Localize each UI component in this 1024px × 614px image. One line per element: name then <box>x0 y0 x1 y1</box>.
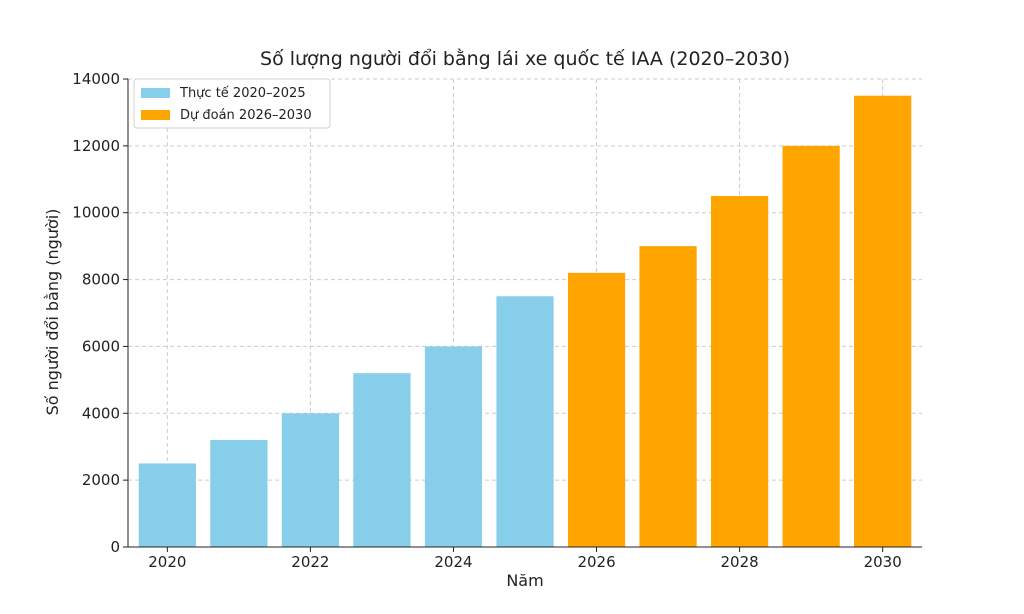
y-tick-label-6000: 6000 <box>82 337 120 355</box>
axes <box>123 78 922 552</box>
legend-swatch-actual <box>141 88 170 98</box>
bar-2029 <box>782 145 840 547</box>
bar-2021 <box>210 440 268 547</box>
y-tick-label-10000: 10000 <box>72 204 120 222</box>
x-tick-label-2024: 2024 <box>434 553 472 571</box>
x-axis-title: Năm <box>506 571 543 590</box>
y-tick-label-2000: 2000 <box>82 471 120 489</box>
bar-2030 <box>854 95 912 547</box>
bar-2023 <box>353 373 411 547</box>
legend: Thực tế 2020–2025 Dự đoán 2026–2030 <box>133 78 331 129</box>
y-tick-label-8000: 8000 <box>82 271 120 289</box>
x-tick-label-2026: 2026 <box>577 553 615 571</box>
y-tick-label-4000: 4000 <box>82 404 120 422</box>
bar-2024 <box>424 346 483 547</box>
x-tick-label-2022: 2022 <box>291 553 329 571</box>
x-tick-label-2028: 2028 <box>721 553 759 571</box>
legend-label-actual: Thực tế 2020–2025 <box>179 86 306 101</box>
tick-labels: 0 2000 4000 6000 8000 10000 12000 14000 2020 2022… <box>72 70 901 571</box>
legend-label-forecast: Dự đoán 2026–2030 <box>180 108 312 123</box>
bar-2025 <box>496 296 554 547</box>
chart-title: Số lượng người đổi bằng lái xe quốc tế I… <box>260 47 790 70</box>
x-tick-label-2020: 2020 <box>148 553 186 571</box>
legend-frame <box>133 78 331 129</box>
y-tick-label-14000: 14000 <box>72 70 120 88</box>
y-axis-title: Số người đổi bằng (người) <box>43 209 62 416</box>
bar-2028 <box>710 196 769 547</box>
bar-2027 <box>639 246 697 547</box>
bar-2020 <box>138 463 196 547</box>
y-tick-label-0: 0 <box>110 538 120 556</box>
x-tick-label-2030: 2030 <box>864 553 902 571</box>
legend-swatch-forecast <box>141 110 170 120</box>
bar-2022 <box>281 413 340 547</box>
bar-2026 <box>567 272 626 547</box>
y-tick-label-12000: 12000 <box>72 137 120 155</box>
bars <box>138 95 912 547</box>
